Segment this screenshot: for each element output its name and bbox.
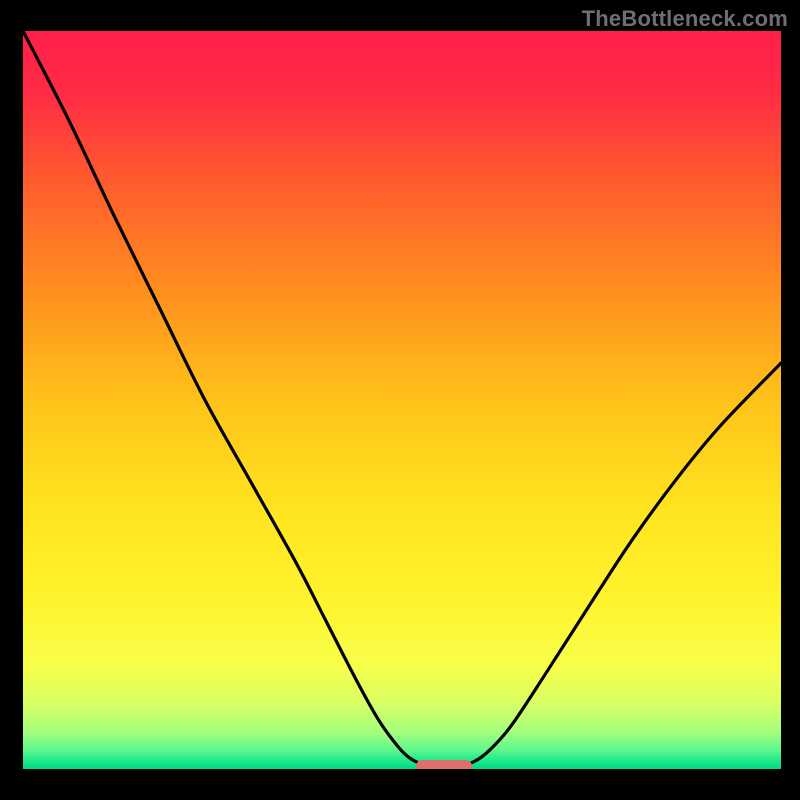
bottleneck-curve <box>23 31 781 769</box>
watermark-text: TheBottleneck.com <box>582 6 788 32</box>
chart-root: { "watermark": { "text": "TheBottleneck.… <box>0 0 800 800</box>
plot-area <box>23 31 781 769</box>
optimum-marker <box>416 760 472 769</box>
